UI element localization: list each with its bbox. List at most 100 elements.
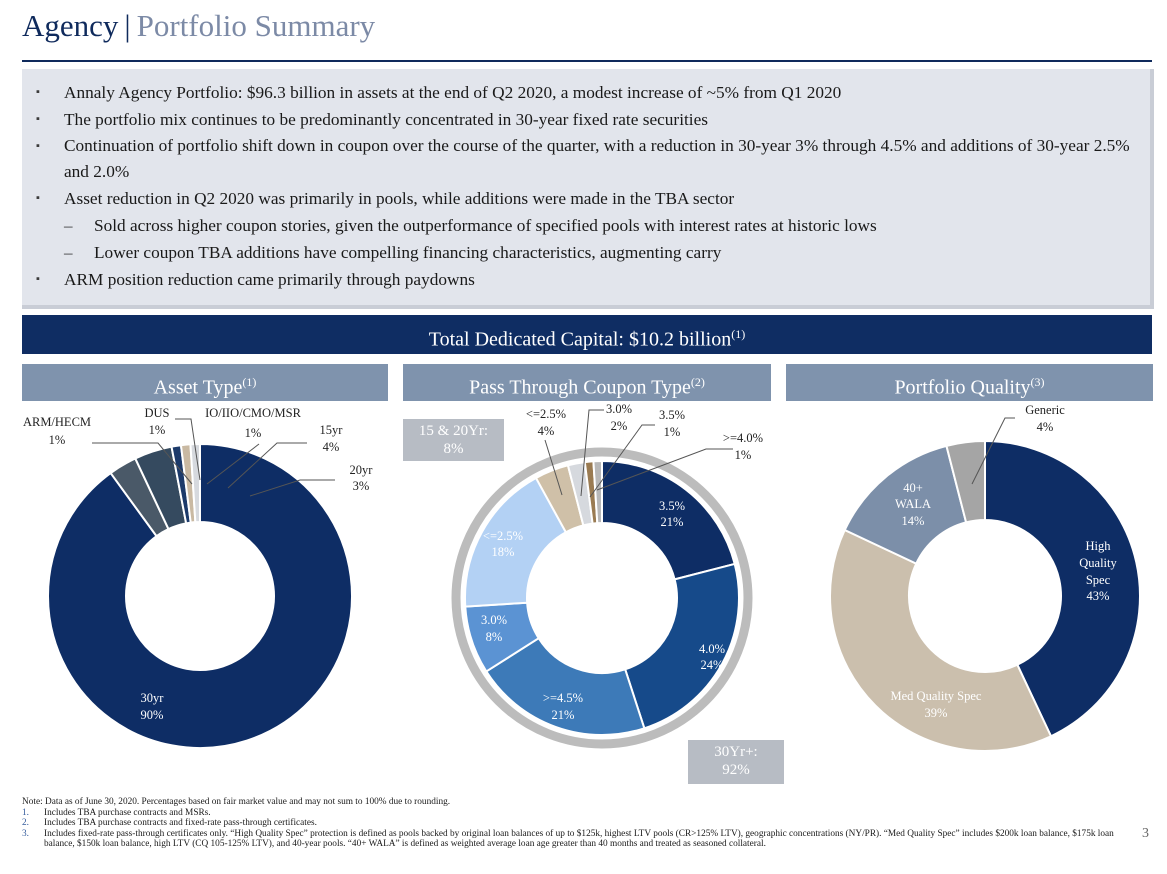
footnote-text: Includes TBA purchase contracts and fixe… bbox=[44, 818, 317, 828]
label-dus-name: DUS bbox=[144, 406, 169, 420]
label-s40-name: >=4.0% bbox=[723, 431, 763, 445]
capital-banner: Total Dedicated Capital: $10.2 billion(1… bbox=[22, 315, 1152, 354]
bullet-marker: ▪ bbox=[36, 113, 40, 125]
coupon-type-header-text: Pass Through Coupon Type bbox=[469, 376, 691, 399]
quality-labels: Generic 4% 40+ WALA 14% High Quality Spe… bbox=[891, 403, 1118, 720]
page-title: Agency | Portfolio Summary bbox=[22, 8, 375, 44]
bullet-marker: ▪ bbox=[36, 86, 40, 98]
leader-arm bbox=[92, 442, 193, 485]
asset-labels: ARM/HECM 1% DUS 1% IO/IIO/CMO/MSR 1% 15y… bbox=[23, 406, 373, 722]
donut-slice-high-quality-spec bbox=[984, 439, 1141, 738]
bullet-marker: ▪ bbox=[36, 192, 40, 204]
label-arm-value: 1% bbox=[49, 433, 66, 447]
footnote-text: Includes fixed-rate pass-through certifi… bbox=[44, 828, 1114, 850]
label-15yr-name: 15yr bbox=[320, 423, 344, 437]
fifteen-twenty-box-line1: 15 & 20Yr: bbox=[418, 423, 489, 439]
footnote-text: Note: Data as of June 30, 2020. Percenta… bbox=[22, 797, 451, 807]
label-arm-name: ARM/HECM bbox=[23, 415, 91, 429]
title-separator: | bbox=[124, 8, 131, 43]
bullet-marker: ▪ bbox=[36, 273, 40, 285]
label-wala-value: 14% bbox=[902, 514, 925, 528]
donut-slice-4-0 bbox=[623, 562, 740, 730]
footnote-number: 3. bbox=[22, 828, 29, 839]
bullet-item: ▪ Asset reduction in Q2 2020 was primaril… bbox=[36, 185, 1130, 212]
footnote-row: 3. Includes fixed-rate pass-through certi… bbox=[22, 829, 1122, 850]
coupon-leaders bbox=[544, 409, 733, 498]
label-s35-name: 3.5% bbox=[659, 408, 685, 422]
bullet-marker: ▪ bbox=[36, 140, 40, 152]
label-s30-value: 2% bbox=[611, 419, 628, 433]
leader-c1 bbox=[544, 439, 563, 496]
label-io-value: 1% bbox=[245, 426, 262, 440]
label-med-name: Med Quality Spec bbox=[891, 689, 982, 703]
donut-slice-generic bbox=[945, 439, 986, 524]
label-c25-value: 18% bbox=[492, 545, 515, 559]
asset-type-donut bbox=[47, 442, 353, 749]
quality-donut bbox=[829, 439, 1141, 752]
bullet-text: Continuation of portfolio shift down in … bbox=[64, 136, 1130, 181]
label-c30-name: 3.0% bbox=[481, 613, 507, 627]
label-30yr-value: 90% bbox=[141, 708, 164, 722]
title-rule bbox=[22, 60, 1152, 62]
title-main: Agency bbox=[22, 8, 119, 43]
bullet-item: ▪ Continuation of portfolio shift down in… bbox=[36, 133, 1130, 185]
donut-slice-4-0 bbox=[592, 459, 603, 525]
label-high-line3: Spec bbox=[1086, 573, 1111, 587]
footnote-row: 1. Includes TBA purchase contracts and MS… bbox=[22, 808, 1122, 819]
footnote-number: 1. bbox=[22, 807, 29, 818]
footnote-text: Includes TBA purchase contracts and MSRs… bbox=[44, 807, 211, 818]
label-s30-name: 3.0% bbox=[606, 402, 632, 416]
fifteen-twenty-box-line2: 8% bbox=[443, 441, 464, 457]
leader-dus bbox=[175, 418, 201, 481]
leader-io bbox=[206, 443, 260, 485]
leader-c3 bbox=[589, 424, 655, 498]
leader-c2 bbox=[580, 409, 604, 497]
thirty-yr-box: 30Yr+: 92% bbox=[688, 740, 784, 784]
quality-header-text: Portfolio Quality bbox=[894, 376, 1031, 399]
label-c40-name: 4.0% bbox=[699, 642, 725, 656]
footnote-row: Note: Data as of June 30, 2020. Percenta… bbox=[22, 797, 1122, 808]
donut-slice-3-5 bbox=[601, 459, 736, 581]
sub-bullet-marker: – bbox=[64, 243, 73, 262]
label-high-line2: Quality bbox=[1079, 556, 1117, 570]
leader-c4 bbox=[596, 448, 733, 491]
asset-leaders bbox=[92, 418, 335, 497]
sub-bullet-item: – Lower coupon TBA additions have compell… bbox=[36, 239, 1130, 266]
bullet-item: ▪ ARM position reduction came primarily t… bbox=[36, 266, 1130, 293]
label-med-value: 39% bbox=[925, 706, 948, 720]
label-s25-value: 4% bbox=[538, 424, 555, 438]
label-15yr-value: 4% bbox=[323, 440, 340, 454]
label-c45-name: >=4.5% bbox=[543, 691, 583, 705]
footnote-row: 2. Includes TBA purchase contracts and fi… bbox=[22, 818, 1122, 829]
asset-type-header-footnote: (1) bbox=[242, 375, 257, 389]
asset-type-header: Asset Type(1) bbox=[22, 364, 388, 401]
coupon-type-header-footnote: (2) bbox=[690, 375, 705, 389]
leader-generic bbox=[971, 417, 1015, 485]
label-c35-name: 3.5% bbox=[659, 499, 685, 513]
bullet-text: The portfolio mix continues to be predom… bbox=[64, 110, 708, 129]
label-wala-line2: WALA bbox=[895, 497, 931, 511]
capital-banner-footnote: (1) bbox=[731, 327, 746, 341]
footnotes: Note: Data as of June 30, 2020. Percenta… bbox=[22, 797, 1122, 850]
coupon-outer-ring bbox=[451, 447, 753, 749]
label-io-name: IO/IIO/CMO/MSR bbox=[205, 406, 302, 420]
label-c30-value: 8% bbox=[486, 630, 503, 644]
label-c45-value: 21% bbox=[552, 708, 575, 722]
leader-15yr bbox=[227, 442, 307, 489]
title-subtitle: Portfolio Summary bbox=[136, 8, 376, 43]
summary-bullets: ▪ Annaly Agency Portfolio: $96.3 billion … bbox=[22, 69, 1154, 309]
label-20yr-name: 20yr bbox=[350, 463, 374, 477]
thirty-box-line2: 92% bbox=[722, 762, 750, 778]
label-generic-value: 4% bbox=[1037, 420, 1054, 434]
sub-bullet-marker: – bbox=[64, 216, 73, 235]
label-s35-value: 1% bbox=[664, 425, 681, 439]
sub-bullet-item: – Sold across higher coupon stories, give… bbox=[36, 212, 1130, 239]
bullet-text: Annaly Agency Portfolio: $96.3 billion i… bbox=[64, 83, 842, 102]
bullet-text: ARM position reduction came primarily th… bbox=[64, 270, 475, 289]
label-high-line1: High bbox=[1086, 539, 1112, 553]
coupon-type-header: Pass Through Coupon Type(2) bbox=[403, 364, 771, 401]
footnote-number: 2. bbox=[22, 818, 29, 828]
page-number: 3 bbox=[1142, 826, 1149, 841]
label-c25-name: <=2.5% bbox=[483, 529, 523, 543]
